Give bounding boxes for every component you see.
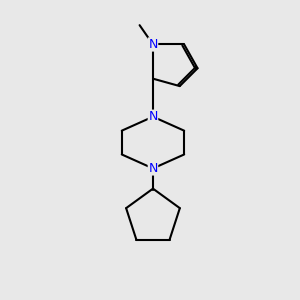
Text: N: N bbox=[148, 162, 158, 175]
Text: N: N bbox=[148, 110, 158, 123]
Text: N: N bbox=[148, 38, 158, 51]
